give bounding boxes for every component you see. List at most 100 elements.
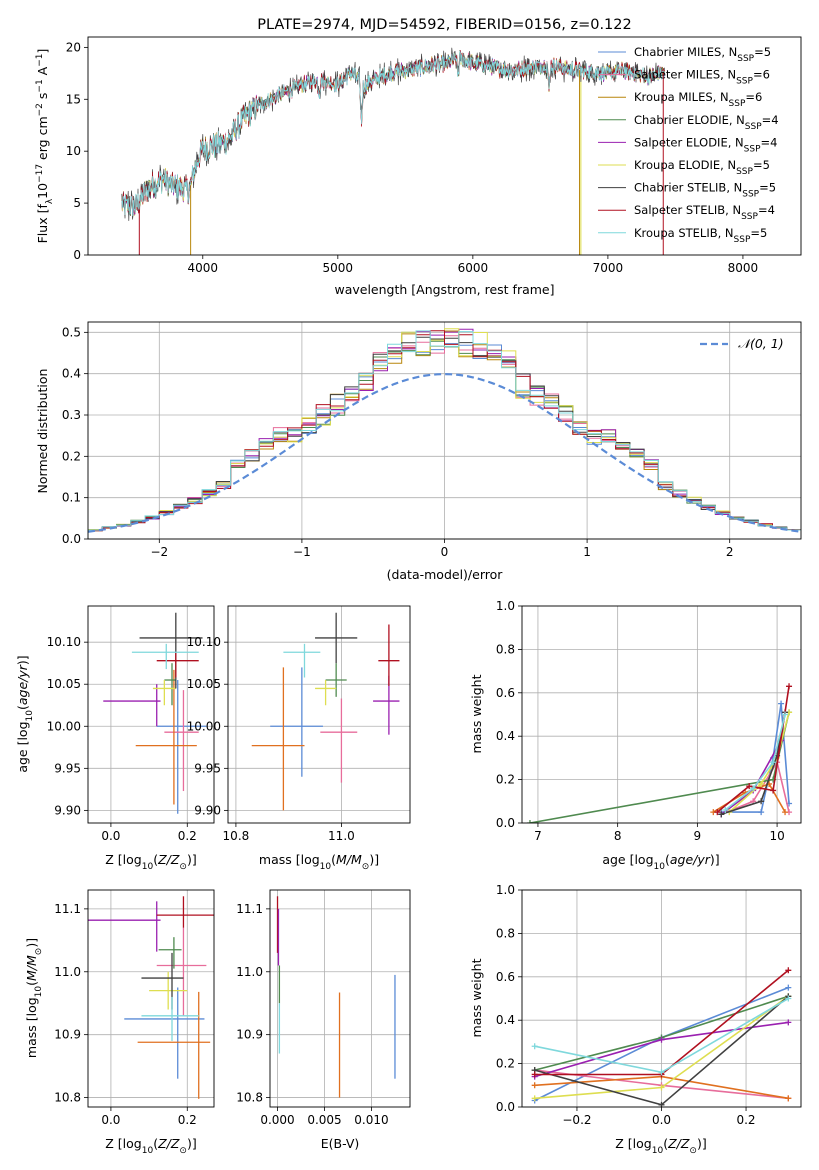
y-axis-label: Normed distribution	[35, 369, 50, 494]
weight-marker	[758, 809, 765, 816]
weight-marker	[526, 820, 533, 823]
weight-line	[716, 686, 790, 813]
y-tick-label: 0.6	[496, 686, 515, 700]
weight-marker	[714, 809, 721, 816]
legend-entry: Chabrier STELIB, NSSP=5	[634, 181, 776, 200]
plot-area	[88, 896, 214, 1099]
weight-marker	[785, 1095, 792, 1102]
weight-marker	[770, 787, 777, 794]
y-tick-label: 0	[73, 248, 81, 262]
weight-marker	[786, 683, 793, 690]
x-axis-label: (data-model)/error	[387, 567, 504, 582]
y-tick-label: 10.10	[47, 635, 81, 649]
weight-marker	[531, 1043, 538, 1050]
plot-area	[251, 612, 400, 811]
y-tick-label: 11.1	[54, 902, 81, 916]
x-tick-label: −2	[150, 545, 168, 559]
y-axis-label: mass [log10(M/M⊙)]	[24, 938, 44, 1058]
y-tick-label: 9.90	[54, 803, 81, 817]
y-tick-label: 0.2	[62, 449, 81, 463]
y-tick-label: 10.8	[236, 1091, 263, 1105]
axes-frame	[87, 36, 802, 256]
weight-marker	[746, 783, 753, 790]
axes-frame	[269, 889, 411, 1108]
legend-entry: Chabrier ELODIE, NSSP=4	[634, 113, 779, 132]
y-axis-label: mass weight	[469, 958, 484, 1037]
y-tick-label: 0.2	[496, 773, 515, 787]
weight-marker	[785, 1019, 792, 1026]
y-tick-label: 20	[66, 40, 81, 54]
x-tick-label: 5000	[323, 261, 354, 275]
x-axis-label: mass [log10(M/M⊙)]	[259, 852, 379, 872]
axes-age_vs_mass: 10.8 11.0 9.90 9.95 10.00 10.05 10.10	[187, 605, 411, 843]
legend-entry: Salpeter ELODIE, NSSP=4	[634, 135, 777, 154]
weight-marker	[531, 1095, 538, 1102]
legend-entry: Kroupa ELODIE, NSSP=5	[634, 158, 770, 177]
axes-weight_vs_age: 7 8 9 10 0.0 0.2 0.4 0.6 0.8 1.0	[496, 599, 802, 843]
y-tick-label: 0.5	[62, 325, 81, 339]
weight-marker	[722, 806, 729, 813]
y-tick-label: 11.0	[54, 965, 81, 979]
x-tick-label: 4000	[188, 261, 219, 275]
y-tick-label: 10.8	[54, 1091, 81, 1105]
y-tick-label: 11.1	[236, 902, 263, 916]
x-tick-label: 2	[726, 545, 734, 559]
x-tick-label: 7	[534, 829, 542, 843]
plot-area	[121, 47, 665, 255]
plot-area	[88, 328, 801, 539]
y-tick-label: 1.0	[496, 599, 515, 613]
y-tick-label: 10.9	[236, 1028, 263, 1042]
x-tick-label: 0.2	[736, 1113, 755, 1127]
axes-residuals: −2 −1 0 1 2 0.0 0.1 0.2 0.3 0.4 0.5	[62, 321, 802, 559]
weight-marker	[785, 984, 792, 991]
y-tick-label: 0.0	[62, 532, 81, 546]
spectrum-line	[121, 50, 665, 217]
legend: Chabrier MILES, NSSP=5 Salpeter MILES, NS…	[598, 45, 779, 245]
weight-marker	[785, 995, 792, 1002]
y-tick-label: 10.00	[47, 719, 81, 733]
weight-marker	[782, 809, 789, 816]
y-axis-label: mass weight	[469, 674, 484, 753]
y-tick-label: 0.6	[496, 970, 515, 984]
y-tick-label: 0.8	[496, 642, 515, 656]
x-tick-label: −1	[293, 545, 311, 559]
weight-marker	[658, 1084, 665, 1091]
axes-mass_vs_EBV: 0.000 0.005 0.010 10.8 10.9 11.0 11.1	[236, 889, 411, 1127]
x-axis-label: Z [log10(Z/Z⊙)]	[615, 1136, 706, 1156]
y-tick-label: 10	[66, 144, 81, 158]
legend-entry: Salpeter STELIB, NSSP=4	[634, 203, 775, 222]
x-axis-label: wavelength [Angstrom, rest frame]	[334, 282, 554, 297]
plot-area	[526, 683, 793, 823]
legend-entry: 𝒩(0, 1)	[738, 336, 784, 351]
legend-entry: Kroupa STELIB, NSSP=5	[634, 226, 767, 245]
weight-marker	[531, 1071, 538, 1078]
weight-line	[724, 714, 786, 811]
y-tick-label: 9.90	[194, 803, 221, 817]
x-tick-label: 10	[769, 829, 784, 843]
y-tick-label: 9.95	[194, 761, 221, 775]
plot-area	[276, 896, 396, 1098]
x-tick-label: 0.010	[354, 1113, 388, 1127]
x-axis-label: Z [log10(Z/Z⊙)]	[105, 1136, 196, 1156]
legend-entry: Kroupa MILES, NSSP=6	[634, 90, 762, 109]
x-tick-label: 11.0	[328, 829, 355, 843]
axes-frame	[227, 605, 411, 824]
legend-entry: Salpeter MILES, NSSP=6	[634, 68, 770, 87]
y-tick-label: 1.0	[496, 883, 515, 897]
weight-marker	[785, 967, 792, 974]
x-axis-label: Z [log10(Z/Z⊙)]	[105, 852, 196, 872]
y-tick-label: 0.0	[496, 816, 515, 830]
y-axis-label: Flux [fλ10−17 erg cm−2 s−1 A−1]	[35, 49, 55, 244]
x-tick-label: 9	[694, 829, 702, 843]
y-tick-label: 10.00	[187, 719, 221, 733]
axes-frame	[87, 321, 802, 540]
weight-marker	[758, 780, 765, 787]
weight-marker	[770, 759, 777, 766]
x-tick-label: 1	[583, 545, 591, 559]
y-tick-label: 0.4	[62, 367, 81, 381]
y-tick-label: 15	[66, 92, 81, 106]
y-tick-label: 0.0	[496, 1100, 515, 1114]
x-tick-label: 0.2	[178, 1113, 197, 1127]
y-tick-label: 0.4	[496, 1013, 515, 1027]
x-axis-label: age [log10(age/yr)]	[602, 852, 719, 872]
